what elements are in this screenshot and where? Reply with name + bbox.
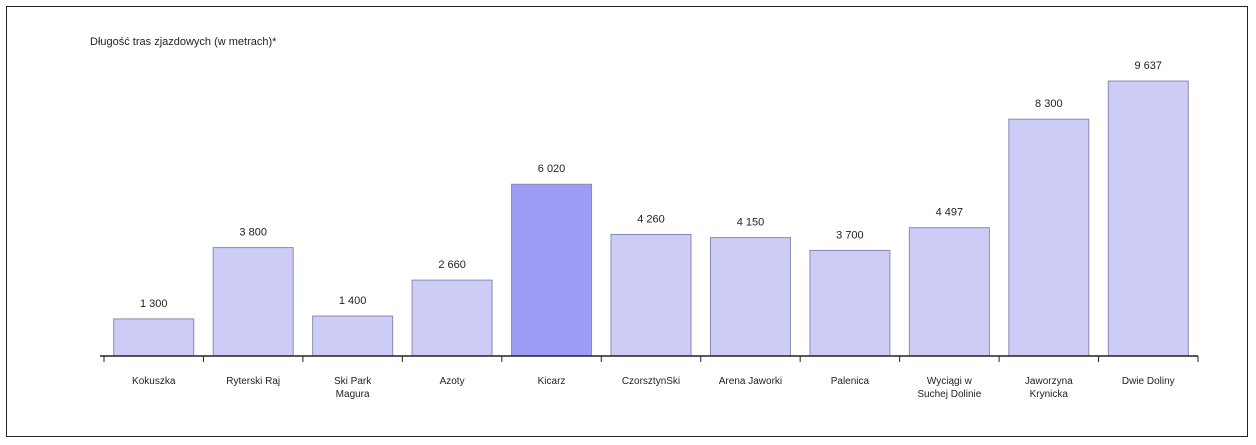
value-label: 3 700 xyxy=(836,229,864,241)
bar xyxy=(1008,118,1090,357)
category-label: Kicarz xyxy=(538,376,566,387)
value-label: 3 800 xyxy=(239,227,267,239)
value-label: 2 660 xyxy=(438,259,466,271)
value-label: 4 497 xyxy=(936,207,964,219)
category-label: Dwie Doliny xyxy=(1122,376,1175,387)
bar xyxy=(212,247,294,357)
x-axis-ticks xyxy=(103,356,1199,362)
chart-title: Długość tras zjazdowych (w metrach)* xyxy=(90,36,277,48)
bar xyxy=(610,233,692,357)
category-label: Ski Park Magura xyxy=(334,376,372,400)
category-label: Azoty xyxy=(440,376,465,387)
value-label: 6 020 xyxy=(538,163,566,175)
value-label: 9 637 xyxy=(1135,60,1163,72)
category-label: Ryterski Raj xyxy=(226,376,280,387)
value-labels-group: 1 300 3 800 1 400 2 660 6 020 4 260 4 150 3 700… xyxy=(140,60,1162,310)
bars-group xyxy=(113,80,1189,357)
value-label: 8 300 xyxy=(1035,98,1063,110)
bar xyxy=(113,318,195,357)
bar xyxy=(511,183,593,357)
bar xyxy=(709,237,791,357)
bar xyxy=(411,279,493,357)
value-label: 4 150 xyxy=(737,217,765,229)
category-label: Palenica xyxy=(831,376,870,387)
category-label: Arena Jaworki xyxy=(719,376,782,387)
category-label: CzorsztynSki xyxy=(622,376,680,387)
bar xyxy=(908,227,990,357)
bar xyxy=(809,249,891,357)
value-label: 1 300 xyxy=(140,298,168,310)
category-labels-group: Kokuszka Ryterski Raj Ski Park Magura Azoty K… xyxy=(132,376,1175,400)
category-label: Jaworzyna Krynicka xyxy=(1025,376,1073,400)
value-label: 4 260 xyxy=(637,213,665,225)
category-label: Kokuszka xyxy=(132,376,176,387)
value-label: 1 400 xyxy=(339,295,367,307)
category-label: Wyciągi w Suchej Dolinie xyxy=(917,376,981,400)
bar xyxy=(1107,80,1189,357)
bar xyxy=(312,315,394,357)
